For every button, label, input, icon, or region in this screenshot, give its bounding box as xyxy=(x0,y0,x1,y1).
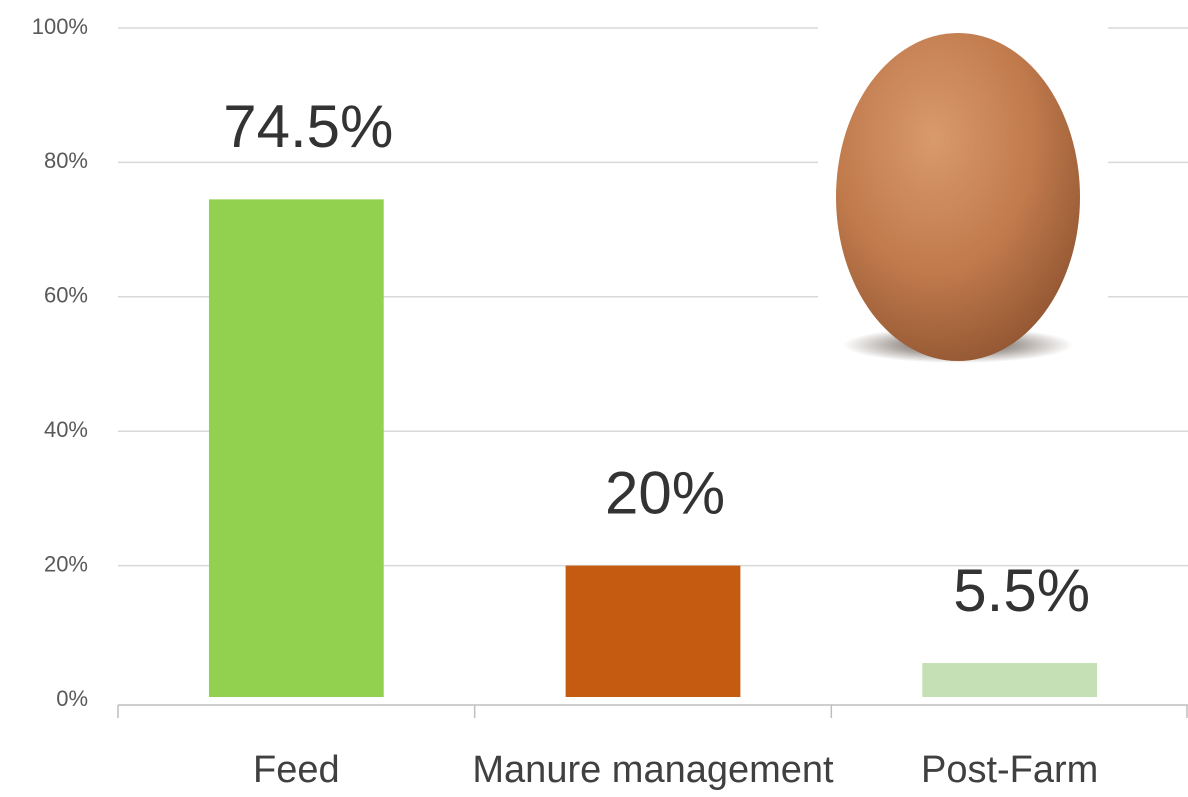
x-tick-label: Feed xyxy=(253,749,340,791)
chart: 0% 20% 40% 60% 80% 100% Feed 74.5% Manure manage… xyxy=(0,0,1188,797)
x-tick-label: Manure management xyxy=(472,749,834,791)
y-tick-label: 60% xyxy=(44,283,88,308)
y-tick-label: 80% xyxy=(44,148,88,173)
value-label: 20% xyxy=(605,459,725,526)
bar xyxy=(209,199,384,697)
y-tick-label: 100% xyxy=(32,14,88,39)
egg xyxy=(836,33,1080,361)
bar xyxy=(922,663,1097,697)
x-tick-label: Post-Farm xyxy=(921,749,1098,791)
y-tick-label: 40% xyxy=(44,417,88,442)
value-label: 74.5% xyxy=(223,93,393,160)
bar xyxy=(566,566,741,697)
value-label: 5.5% xyxy=(953,557,1090,624)
y-tick-label: 0% xyxy=(56,686,88,711)
y-tick-label: 20% xyxy=(44,551,88,576)
egg-image xyxy=(818,18,1108,378)
page: {"chart_data": {"type": "bar", "categori… xyxy=(0,0,1188,797)
